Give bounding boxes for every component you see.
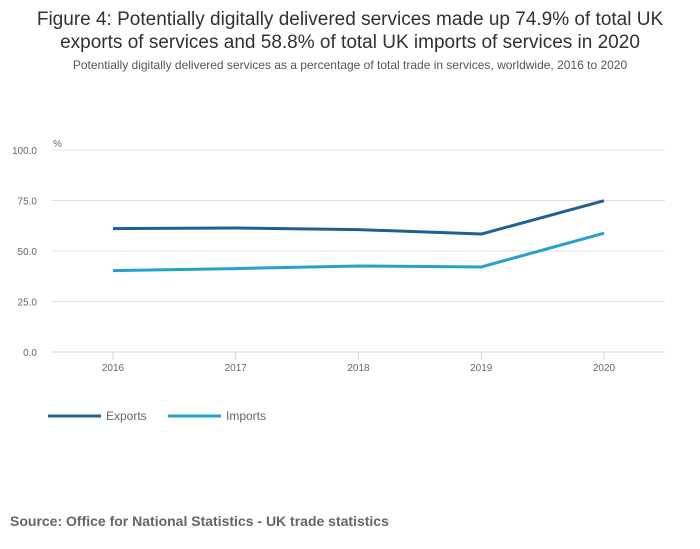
source-note: Source: Office for National Statistics -… — [10, 513, 389, 529]
chart-subtitle: Potentially digitally delivered services… — [72, 58, 628, 72]
chart-title-line-1: Figure 4: Potentially digitally delivere… — [36, 9, 664, 30]
y-tick-label: 0.0 — [23, 348, 37, 359]
legend-label: Imports — [226, 409, 266, 423]
legend-label: Exports — [106, 409, 147, 423]
y-axis: 0.0 25.0 50.0 75.0 100.0 — [12, 146, 37, 359]
x-tick-label: 2017 — [225, 363, 248, 374]
y-tick-label: 100.0 — [12, 146, 37, 157]
chart-title-line-2: exports of services and 58.8% of total U… — [60, 32, 640, 53]
x-tick-label: 2019 — [470, 363, 493, 374]
x-axis: 2016 2017 2018 2019 2020 — [52, 351, 665, 374]
y-axis-unit-label: % — [53, 139, 62, 150]
x-tick-label: 2016 — [102, 363, 125, 374]
y-tick-label: 25.0 — [18, 298, 38, 309]
y-tick-label: 50.0 — [18, 247, 38, 258]
y-tick-label: 75.0 — [18, 197, 38, 208]
chart-title: Figure 4: Potentially digitally delivere… — [0, 8, 700, 54]
x-tick-label: 2018 — [347, 363, 370, 374]
series-line-exports — [112, 199, 605, 236]
legend-item-imports[interactable]: Imports — [168, 409, 266, 423]
gridlines — [52, 149, 665, 302]
series-line-imports — [112, 231, 605, 273]
legend-item-exports[interactable]: Exports — [48, 409, 147, 423]
x-tick-label: 2020 — [593, 363, 616, 374]
series-lines — [112, 199, 605, 273]
legend: Exports Imports — [48, 409, 266, 423]
